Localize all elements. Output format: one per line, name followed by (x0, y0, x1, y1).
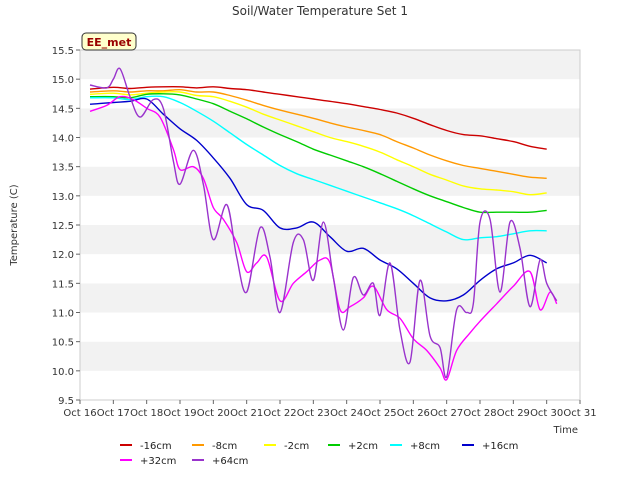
grid-band (80, 225, 580, 255)
legend-label: +64cm (212, 456, 248, 467)
y-tick-label: 14.5 (52, 104, 74, 115)
y-tick-label: 15.0 (52, 75, 74, 86)
x-tick-label: Oct 16 (63, 408, 96, 419)
series-line-8cm (89, 95, 547, 241)
legend-item: -2cm (264, 441, 309, 452)
legend: -16cm -8cm -2cm +2cm +8cm +16cm +32cm +64cm (120, 441, 518, 467)
legend-label: +16cm (482, 441, 518, 452)
legend-label: +8cm (410, 441, 440, 452)
legend-item: +16cm (462, 441, 518, 452)
legend-item: +64cm (192, 456, 248, 467)
x-tick-label: Oct 25 (363, 408, 396, 419)
x-tick-label: Oct 18 (130, 408, 163, 419)
grid-band (80, 50, 580, 80)
y-axis-title: Temperature (C) (9, 184, 20, 266)
grid-band (80, 195, 580, 225)
legend-item: +2cm (328, 441, 378, 452)
x-tick-label: Oct 31 (563, 408, 596, 419)
x-tick-label: Oct 21 (230, 408, 263, 419)
legend-item: +32cm (120, 456, 176, 467)
x-tick-label: Oct 29 (497, 408, 530, 419)
legend-item: -16cm (120, 441, 172, 452)
y-tick-label: 9.5 (58, 396, 74, 407)
grid-band (80, 137, 580, 167)
legend-label: +32cm (140, 456, 176, 467)
plot-background-bands (80, 50, 580, 400)
y-tick-label: 11.0 (52, 309, 74, 320)
grid-band (80, 312, 580, 342)
chart-title: Soil/Water Temperature Set 1 (232, 4, 408, 18)
x-tick-label: Oct 24 (330, 408, 363, 419)
x-tick-label: Oct 17 (97, 408, 130, 419)
y-tick-label: 13.5 (52, 163, 74, 174)
legend-label: -2cm (284, 441, 309, 452)
y-tick-label: 12.0 (52, 250, 74, 261)
y-tick-label: 12.5 (52, 221, 74, 232)
series-line-8cm (89, 88, 547, 179)
x-tick-label: Oct 28 (463, 408, 496, 419)
x-tick-label: Oct 22 (263, 408, 296, 419)
x-axis-ticks: Oct 16 Oct 17 Oct 18 Oct 19 Oct 20 Oct 21 Oct … (63, 400, 597, 419)
series-line-64cm (89, 67, 558, 379)
y-axis-ticks: 9.5 10.0 10.5 11.0 11.5 12.0 12.5 13.0 13.5 14.0 1… (52, 46, 80, 407)
series-line-32cm (89, 95, 558, 381)
y-tick-label: 11.5 (52, 279, 74, 290)
legend-label: +2cm (348, 441, 378, 452)
x-axis-title: Time (553, 425, 578, 436)
grid-band (80, 283, 580, 313)
legend-item: +8cm (390, 441, 440, 452)
series-lines (89, 67, 558, 381)
x-tick-label: Oct 19 (163, 408, 196, 419)
series-line-16cm (89, 85, 547, 150)
series-line-2cm (89, 90, 547, 196)
y-tick-label: 14.0 (52, 134, 74, 145)
annotation-box: EE_met (81, 32, 137, 51)
series-line-2cm (89, 93, 547, 214)
x-tick-label: Oct 27 (430, 408, 463, 419)
legend-label: -16cm (140, 441, 172, 452)
y-tick-label: 13.0 (52, 192, 74, 203)
y-tick-label: 10.5 (52, 338, 74, 349)
y-tick-label: 15.5 (52, 46, 74, 57)
annotation-box-background (81, 32, 137, 51)
x-tick-label: Oct 30 (530, 408, 563, 419)
annotation-label: EE_met (87, 36, 132, 49)
legend-label: -8cm (212, 441, 237, 452)
grid-band (80, 370, 580, 400)
x-tick-label: Oct 20 (197, 408, 230, 419)
legend-item: -8cm (192, 441, 237, 452)
x-tick-label: Oct 26 (397, 408, 430, 419)
y-tick-label: 10.0 (52, 367, 74, 378)
grid-band (80, 341, 580, 371)
x-tick-label: Oct 23 (297, 408, 330, 419)
